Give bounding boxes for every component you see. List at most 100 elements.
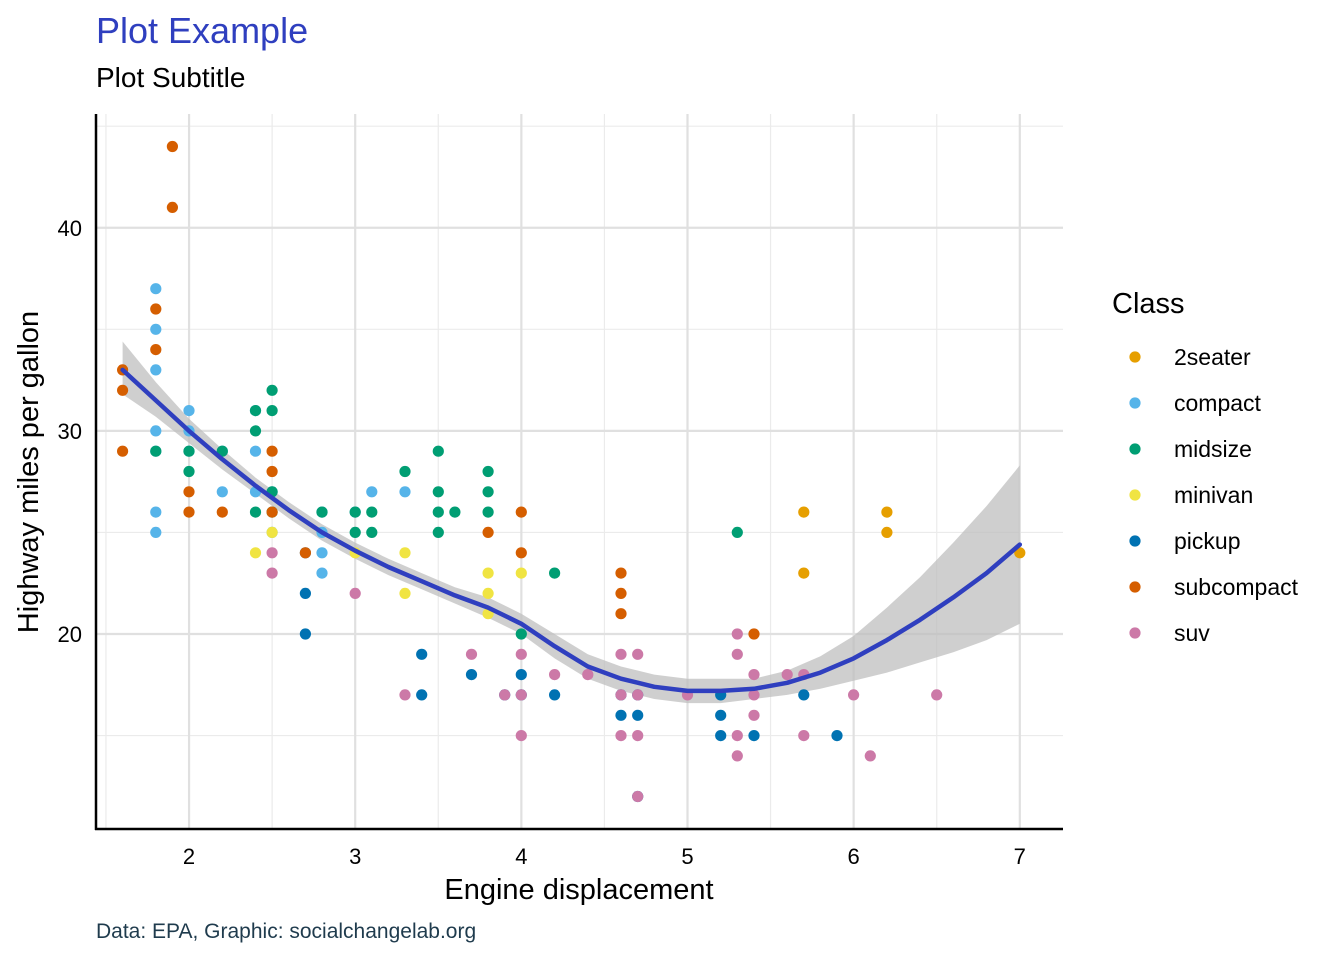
data-point-subcompact — [166, 201, 178, 213]
legend-title: Class — [1112, 288, 1185, 320]
confidence-band-group — [122, 341, 1020, 704]
data-point-suv — [632, 689, 644, 701]
data-point-2seater — [798, 506, 810, 518]
data-point-midsize — [432, 506, 444, 518]
data-point-pickup — [798, 689, 810, 701]
data-point-suv — [731, 730, 743, 742]
y-tick-label: 40 — [58, 216, 82, 241]
x-tick-label: 6 — [848, 844, 860, 869]
data-point-minivan — [399, 547, 411, 559]
data-point-suv — [515, 648, 527, 660]
data-point-suv — [632, 790, 644, 803]
data-point-suv — [748, 709, 760, 721]
legend-key-minivan — [1129, 489, 1141, 501]
data-point-midsize — [266, 405, 278, 417]
data-point-pickup — [299, 628, 311, 640]
data-point-midsize — [316, 506, 328, 518]
data-point-subcompact — [748, 628, 760, 640]
data-point-midsize — [249, 506, 262, 518]
data-point-suv — [515, 689, 527, 701]
legend-label-pickup: pickup — [1174, 528, 1240, 554]
data-point-suv — [848, 689, 860, 701]
data-point-suv — [266, 547, 278, 559]
data-point-subcompact — [166, 140, 178, 153]
data-point-suv — [349, 587, 361, 600]
x-axis-title: Engine displacement — [444, 874, 713, 906]
data-point-subcompact — [216, 506, 228, 518]
data-point-midsize — [432, 526, 444, 539]
legend-label-suv: suv — [1174, 620, 1210, 646]
chart-subtitle: Plot Subtitle — [96, 62, 246, 93]
legend-key-subcompact — [1129, 581, 1141, 593]
data-point-compact — [150, 526, 162, 539]
data-point-suv — [781, 669, 793, 681]
data-point-suv — [864, 750, 876, 762]
data-point-minivan — [249, 547, 262, 559]
smooth-line-group — [120, 367, 1023, 694]
data-point-subcompact — [266, 506, 278, 518]
data-point-suv — [632, 730, 644, 742]
data-point-compact — [366, 486, 378, 498]
data-point-pickup — [715, 709, 727, 721]
data-point-subcompact — [266, 445, 278, 457]
data-point-midsize — [482, 486, 494, 498]
data-point-suv — [798, 730, 810, 742]
legend-label-midsize: midsize — [1174, 436, 1252, 462]
data-point-pickup — [416, 689, 428, 701]
data-point-midsize — [731, 526, 743, 539]
axes: 2 3 4 5 6 7 20 30 40 — [58, 114, 1063, 869]
y-axis-title: Highway miles per gallon — [13, 311, 45, 633]
data-point-pickup — [416, 648, 428, 660]
y-tick-label: 30 — [58, 419, 82, 444]
data-point-pickup — [549, 689, 561, 701]
data-point-suv — [748, 689, 760, 701]
data-point-midsize — [449, 506, 461, 518]
legend: Class 2seater compact midsize minivan pickup s… — [1112, 288, 1299, 646]
data-points — [117, 140, 1026, 803]
data-point-pickup — [465, 669, 478, 681]
data-point-midsize — [150, 445, 162, 457]
data-point-midsize — [432, 445, 444, 457]
data-point-minivan — [482, 587, 494, 600]
data-point-subcompact — [515, 506, 527, 518]
legend-key-midsize — [1129, 443, 1141, 455]
data-point-suv — [582, 669, 594, 681]
data-point-suv — [266, 567, 278, 579]
legend-key-suv — [1129, 627, 1141, 639]
data-point-midsize — [515, 628, 527, 640]
data-point-suv — [465, 648, 478, 660]
smooth-line — [120, 367, 1023, 694]
data-point-suv — [748, 669, 760, 681]
data-point-midsize — [366, 506, 378, 518]
data-point-suv — [615, 648, 627, 660]
data-point-minivan — [482, 567, 494, 579]
chart-caption: Data: EPA, Graphic: socialchangelab.org — [96, 920, 477, 943]
data-point-midsize — [399, 465, 411, 478]
data-point-midsize — [482, 465, 494, 478]
data-point-subcompact — [117, 445, 129, 457]
data-point-pickup — [515, 669, 527, 681]
data-point-pickup — [299, 587, 311, 600]
data-point-compact — [150, 364, 162, 376]
data-point-midsize — [183, 465, 195, 478]
data-point-midsize — [366, 526, 378, 539]
data-point-2seater — [798, 567, 810, 579]
data-point-minivan — [266, 526, 278, 539]
legend-key-2seater — [1129, 351, 1141, 363]
data-point-subcompact — [266, 465, 278, 478]
data-point-compact — [183, 405, 195, 417]
data-point-compact — [316, 547, 328, 559]
legend-label-subcompact: subcompact — [1174, 574, 1299, 600]
data-point-pickup — [632, 709, 644, 721]
x-tick-label: 2 — [183, 844, 195, 869]
data-point-subcompact — [299, 547, 311, 559]
chart-title: Plot Example — [96, 10, 309, 51]
x-tick-label: 7 — [1014, 844, 1026, 869]
y-tick-label: 20 — [58, 622, 82, 647]
data-point-2seater — [1014, 547, 1026, 559]
data-point-subcompact — [515, 547, 527, 559]
data-point-suv — [931, 689, 943, 701]
data-point-subcompact — [615, 608, 627, 620]
data-point-midsize — [432, 486, 444, 498]
